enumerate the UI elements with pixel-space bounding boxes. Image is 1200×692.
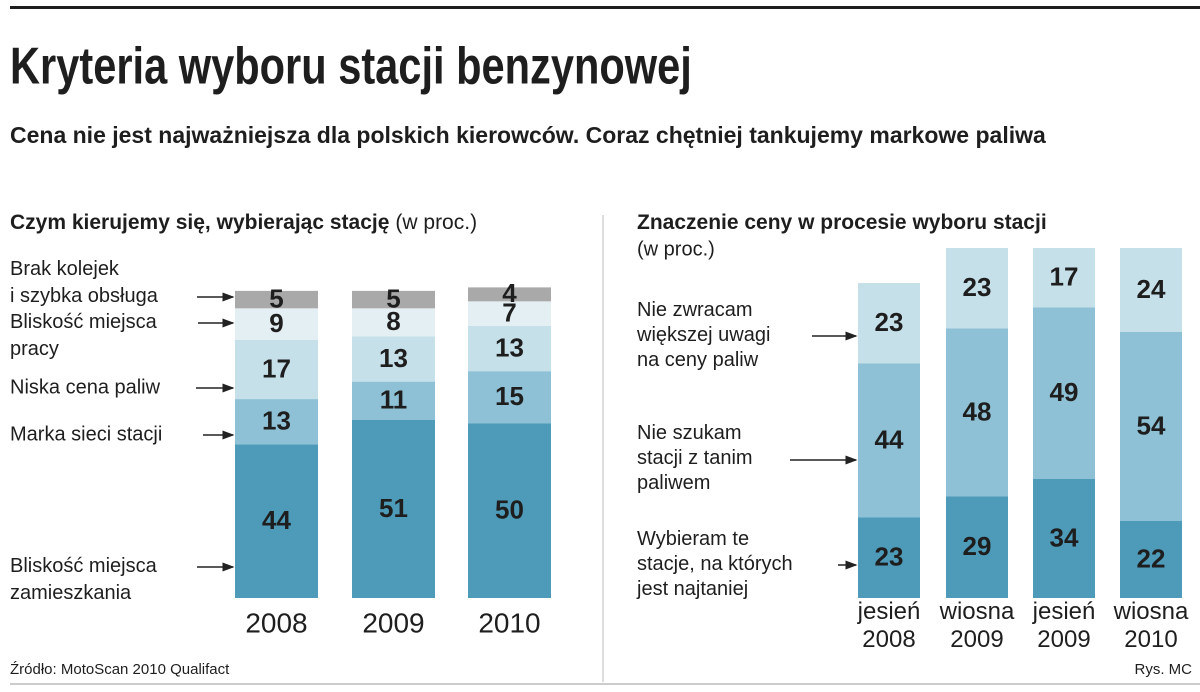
value-label: 15 — [495, 381, 524, 411]
value-label: 50 — [495, 495, 524, 525]
x-tick-label: 2009 — [362, 607, 424, 638]
bar-segment — [468, 371, 551, 424]
series-label: Wybieram te stacje, na których jest najtan… — [636, 528, 793, 600]
value-label: 17 — [262, 353, 291, 383]
bar-segment — [235, 290, 318, 309]
bar-segment — [235, 339, 318, 400]
value-label: 23 — [875, 542, 904, 572]
value-label: 9 — [269, 308, 283, 338]
bar-segment — [1120, 332, 1182, 521]
series-label: Bliskość miejsca pracy — [10, 311, 158, 360]
value-label: 44 — [262, 505, 291, 535]
bar-segment — [858, 283, 920, 364]
value-label: 4 — [502, 278, 517, 308]
x-tick-label: wiosna 2010 — [1113, 598, 1189, 653]
bar-segment — [946, 328, 1008, 497]
source: Źródło: MotoScan 2010 Qualifact — [10, 661, 230, 678]
bar-segment — [352, 381, 435, 421]
value-label: 13 — [379, 343, 408, 373]
bar-segment — [352, 420, 435, 598]
value-label: 44 — [875, 424, 904, 454]
value-label: 23 — [963, 272, 992, 302]
value-label: 8 — [386, 306, 400, 336]
value-label: 5 — [386, 283, 400, 313]
x-tick-label: 2010 — [478, 607, 540, 638]
value-label: 29 — [963, 531, 992, 561]
bar-segment — [858, 363, 920, 518]
bar-segment — [468, 287, 551, 302]
unit-note: (w proc.) — [395, 211, 477, 234]
bar-segment — [1120, 248, 1182, 332]
unit-note: (w proc.) — [637, 238, 715, 260]
series-label: Nie szukam stacji z tanim paliwem — [637, 422, 753, 494]
chart-title: Znaczenie ceny w procesie wyboru stacji — [637, 211, 1047, 234]
bar-segment — [1033, 479, 1095, 598]
bar-segment — [235, 444, 318, 598]
value-label: 17 — [1050, 262, 1079, 292]
bar-segment — [235, 308, 318, 340]
value-label: 51 — [379, 493, 408, 523]
value-label: 54 — [1137, 410, 1166, 440]
value-label: 34 — [1050, 522, 1079, 552]
subtitle: Cena nie jest najważniejsza dla polskich… — [10, 122, 1046, 148]
chart-title-text: Znaczenie ceny w procesie wyboru stacji — [637, 211, 1047, 234]
value-label: 48 — [963, 396, 992, 426]
series-label: Brak kolejek i szybka obsługa — [10, 258, 159, 307]
value-label: 11 — [380, 385, 408, 415]
bar-segment — [468, 325, 551, 372]
value-label: 5 — [269, 283, 283, 313]
bar-segment — [1120, 521, 1182, 598]
x-tick-label: 2008 — [245, 607, 307, 638]
value-label: 13 — [495, 332, 524, 362]
series-label: Bliskość miejsca zamieszkania — [10, 555, 158, 604]
top-rule — [10, 6, 1200, 9]
bar-segment — [858, 517, 920, 598]
title: Kryteria wyboru stacji benzynowej — [10, 36, 692, 95]
bar-segment — [352, 308, 435, 337]
value-label: 22 — [1137, 543, 1166, 573]
bar-segment — [468, 423, 551, 598]
series-label: Nie zwracam większej uwagi na ceny paliw — [636, 299, 770, 371]
value-label: 23 — [875, 307, 904, 337]
x-tick-label: wiosna 2009 — [939, 598, 1015, 653]
bar-segment — [352, 336, 435, 382]
bar-segment — [468, 301, 551, 326]
value-label: 7 — [502, 297, 516, 327]
value-label: 13 — [262, 406, 291, 436]
series-label: Niska cena paliw — [10, 376, 161, 398]
value-label: 49 — [1050, 377, 1079, 407]
bar-segment — [1033, 248, 1095, 308]
value-label: 24 — [1137, 274, 1166, 304]
bar-segment — [352, 290, 435, 309]
bar-segment — [235, 399, 318, 445]
bar-segment — [1033, 307, 1095, 479]
bar-segment — [946, 248, 1008, 329]
chart-title: Czym kierujemy się, wybierając stację (w … — [10, 211, 477, 234]
x-tick-label: jesień 2009 — [1032, 598, 1096, 653]
credit: Rys. MC — [1135, 661, 1193, 678]
x-tick-label: jesień 2008 — [857, 598, 921, 653]
chart-title-text: Czym kierujemy się, wybierając stację — [10, 211, 389, 234]
bar-segment — [946, 496, 1008, 598]
series-label: Marka sieci stacji — [10, 423, 162, 445]
